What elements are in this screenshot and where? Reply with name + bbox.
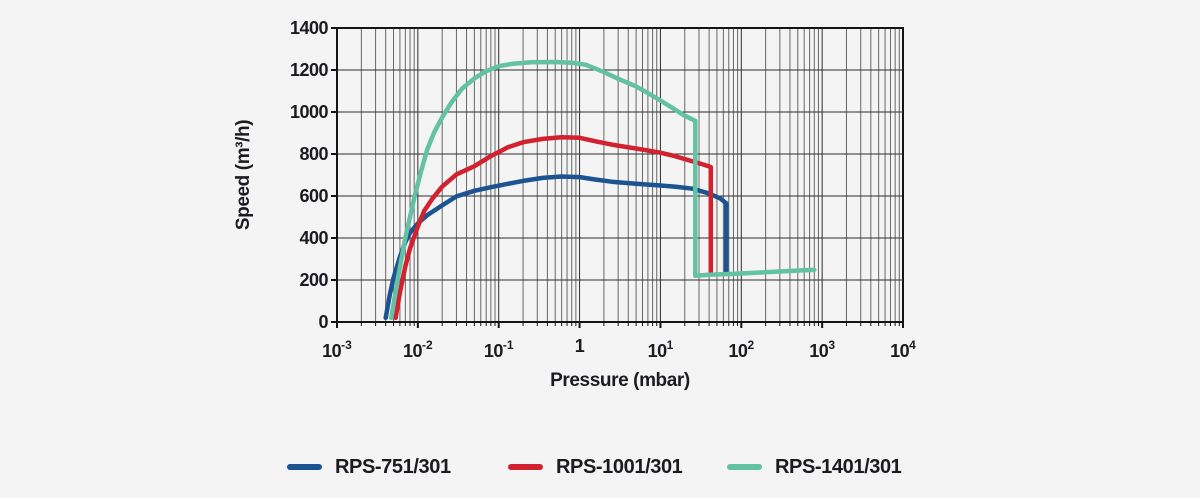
- x-tick-label: 101: [647, 338, 674, 361]
- legend-item-rps-751-301: RPS-751/301: [287, 456, 451, 478]
- chart-legend: RPS-751/301 RPS-1001/301 RPS-1401/301: [0, 456, 1200, 482]
- legend-item-rps-1001-301: RPS-1001/301: [508, 456, 683, 478]
- legend-label: RPS-751/301: [335, 456, 451, 478]
- curve-rps-1001-301: [393, 134, 714, 321]
- y-axis-title: Speed (m³/h): [233, 119, 254, 231]
- legend-label: RPS-1401/301: [775, 456, 902, 478]
- y-tick-label: 400: [299, 228, 328, 248]
- y-tick-label: 200: [299, 270, 328, 290]
- y-tick-label: 0: [318, 312, 328, 332]
- plot-border: [336, 27, 904, 323]
- x-tick-label: 1: [574, 336, 585, 356]
- legend-label: RPS-1001/301: [556, 456, 683, 478]
- x-axis-title: Pressure (mbar): [550, 370, 690, 391]
- legend-swatch-green: [727, 464, 762, 470]
- x-tick-label: 103: [809, 338, 835, 361]
- y-tick-label: 1000: [289, 102, 329, 122]
- legend-item-rps-1401-301: RPS-1401/301: [727, 456, 902, 478]
- x-tick-label: 10-2: [402, 338, 433, 361]
- curve-rps-751-301: [383, 174, 729, 321]
- x-tick-label: 104: [890, 338, 916, 361]
- y-tick-label: 600: [299, 186, 328, 206]
- x-tick-label: 10-1: [483, 338, 514, 361]
- x-tick-label: 102: [728, 338, 755, 361]
- x-tick-label: 10-3: [322, 338, 352, 361]
- legend-swatch-blue: [287, 464, 322, 470]
- legend-swatch-red: [508, 464, 543, 470]
- y-tick-label: 1400: [289, 18, 329, 38]
- y-tick-label: 1200: [289, 60, 329, 80]
- y-tick-label: 800: [299, 144, 328, 164]
- curve-rps-1401-301: [389, 59, 817, 321]
